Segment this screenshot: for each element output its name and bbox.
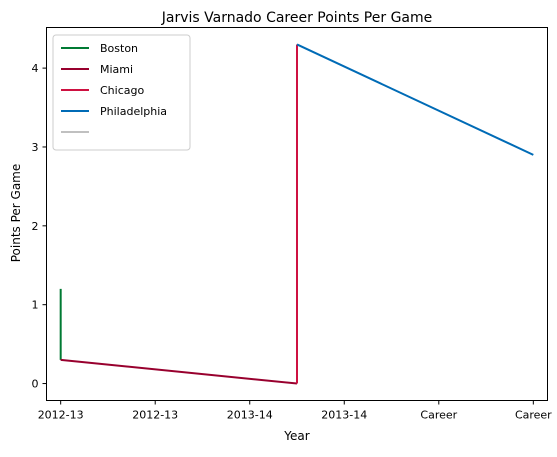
x-tick-label: Career xyxy=(515,409,552,422)
y-tick-label: 3 xyxy=(32,141,39,154)
chart-title: Jarvis Varnado Career Points Per Game xyxy=(161,10,433,26)
legend-label: Chicago xyxy=(100,84,144,97)
y-tick-label: 4 xyxy=(32,62,39,75)
legend: Boston Miami Chicago Philadelphia xyxy=(52,34,191,151)
legend-label: Boston xyxy=(100,42,138,55)
y-tick-label: 1 xyxy=(32,299,39,312)
x-axis-label: Year xyxy=(283,429,309,443)
x-tick-label: 2013-14 xyxy=(321,409,367,422)
x-tick-label: 2012-13 xyxy=(38,409,84,422)
legend-label: Philadelphia xyxy=(100,105,167,118)
y-axis-label: Points Per Game xyxy=(9,164,23,263)
ticks-layer: 2012-13 2012-13 2013-14 2013-14 Career Career… xyxy=(32,62,553,421)
legend-label: Miami xyxy=(100,63,133,76)
y-tick-label: 0 xyxy=(32,378,39,391)
y-tick-label: 2 xyxy=(32,220,39,233)
x-tick-label: 2013-14 xyxy=(227,409,273,422)
series-layer xyxy=(59,43,534,385)
plot-area-frame xyxy=(46,27,548,401)
legend-box xyxy=(52,34,191,151)
series-line-philadelphia xyxy=(296,43,534,156)
x-tick-label: 2012-13 xyxy=(132,409,178,422)
series-line-miami xyxy=(60,358,298,385)
x-tick-label: Career xyxy=(420,409,457,422)
